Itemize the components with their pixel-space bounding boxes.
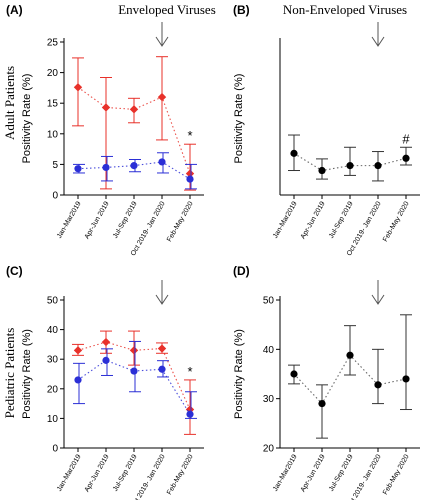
x-tick-label: Apr-Jun 2019 [300, 200, 327, 240]
data-point [129, 346, 139, 355]
x-tick-label: Jan-Mar2019 [56, 200, 83, 239]
y-tick-label: 40 [47, 325, 59, 336]
data-point [290, 149, 298, 157]
data-point [374, 162, 382, 170]
panel-label: (D) [233, 264, 250, 278]
significance-marker: * [187, 128, 192, 143]
x-tick-label: Feb-May 2020 [382, 453, 411, 496]
data-point [185, 405, 195, 414]
x-tick-label: Jan-Mar2019 [272, 200, 299, 239]
y-axis-label: Positivity Rate (%) [21, 74, 33, 164]
data-point [157, 92, 167, 102]
data-point [158, 158, 166, 166]
series-line [77, 86, 191, 174]
x-tick-label: Jul-Sep 2019 [112, 200, 139, 239]
panel-title: Enveloped Viruses [118, 2, 216, 17]
data-point [101, 103, 111, 112]
data-point [186, 175, 194, 183]
series-line [77, 341, 191, 410]
data-point [186, 410, 194, 418]
y-axis-label: Positivity Rate (%) [21, 329, 33, 419]
data-point [102, 356, 110, 364]
y-tick-label: 20 [47, 384, 59, 395]
y-tick-label: 0 [52, 444, 58, 455]
panel-label: (B) [233, 3, 250, 17]
data-point [185, 169, 195, 178]
data-point [129, 105, 139, 114]
panel-label: (A) [6, 3, 23, 17]
y-tick-label: 5 [52, 160, 58, 171]
y-tick-label: 25 [47, 38, 59, 49]
data-point [346, 351, 354, 359]
y-tick-label: 30 [263, 394, 275, 405]
x-tick-label: Jan-Mar2019 [56, 453, 83, 492]
data-point [402, 154, 410, 162]
arrow-indicator-head [155, 36, 169, 47]
arrow-indicator-head [371, 294, 385, 305]
row-label: Pediatric Patients [2, 328, 17, 419]
data-point [402, 375, 410, 383]
data-point [318, 166, 326, 175]
data-point [290, 370, 298, 378]
y-tick-label: 20 [47, 68, 59, 79]
data-point [318, 400, 326, 408]
data-point [374, 381, 382, 389]
data-point [158, 365, 166, 373]
panel-title: Non-Enveloped Viruses [283, 2, 407, 17]
x-tick-label: Apr-Jun 2019 [300, 453, 327, 493]
arrow-indicator-head [371, 36, 385, 47]
x-tick-label: Jul-Sep 2019 [112, 453, 139, 492]
y-tick-label: 20 [263, 444, 275, 455]
x-tick-label: Feb-May 2020 [166, 453, 195, 496]
data-point [73, 346, 83, 355]
data-point [73, 83, 83, 92]
y-tick-label: 40 [263, 345, 275, 356]
data-point [157, 344, 167, 353]
y-tick-label: 30 [47, 355, 59, 366]
x-tick-label: Apr-Jun 2019 [84, 200, 111, 240]
x-tick-label: Jan-Mar2019 [272, 453, 299, 492]
data-point [101, 337, 111, 347]
significance-marker: * [187, 364, 192, 379]
data-point [102, 163, 110, 172]
data-point [74, 376, 82, 384]
y-tick-label: 15 [47, 99, 59, 110]
y-tick-label: 50 [47, 296, 59, 307]
data-point [74, 165, 82, 173]
x-tick-label: Jul-Sep 2019 [328, 453, 355, 492]
x-tick-label: Feb-May 2020 [382, 200, 411, 243]
y-tick-label: 50 [263, 296, 275, 307]
data-point [130, 162, 138, 170]
data-point [346, 162, 354, 170]
x-tick-label: Feb-May 2020 [166, 200, 195, 243]
arrow-indicator-head [155, 294, 169, 305]
data-point [130, 367, 138, 375]
y-tick-label: 0 [52, 191, 58, 202]
x-tick-label: Jul-Sep 2019 [328, 200, 355, 239]
x-tick-label: Apr-Jun 2019 [84, 453, 111, 493]
panel-label: (C) [6, 264, 23, 278]
y-tick-label: 10 [47, 129, 59, 140]
y-axis-label: Positivity Rate (%) [233, 329, 245, 419]
significance-marker: # [402, 131, 410, 146]
y-tick-label: 10 [47, 414, 59, 425]
row-label: Adult Patients [2, 66, 17, 140]
y-axis-label: Positivity Rate (%) [233, 74, 245, 164]
